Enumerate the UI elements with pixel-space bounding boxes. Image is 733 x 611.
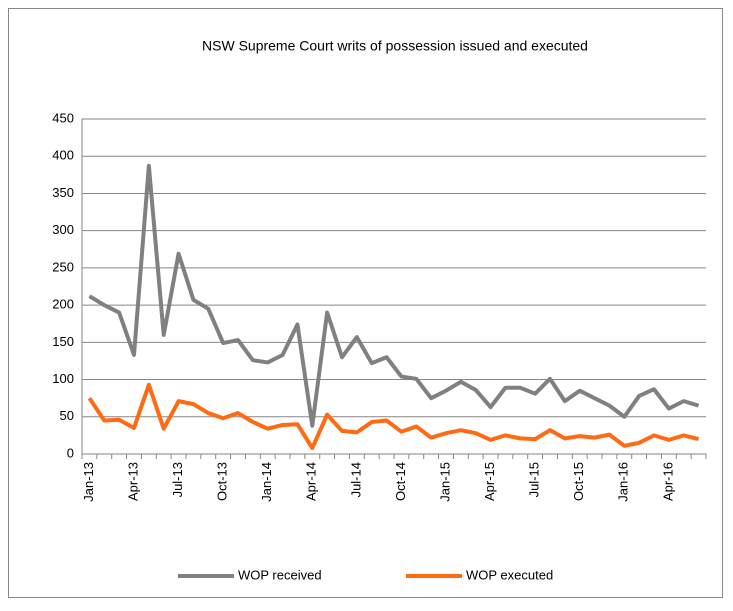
y-tick-label: 0 [67, 445, 74, 460]
y-tick-label: 150 [52, 334, 74, 349]
chart-title: NSW Supreme Court writs of possession is… [202, 38, 588, 54]
y-tick-label: 100 [52, 371, 74, 386]
x-tick-label: Jan-15 [437, 462, 452, 502]
series-line [88, 163, 700, 428]
x-tick-label: Oct-13 [215, 462, 230, 501]
y-tick-label: 350 [52, 185, 74, 200]
y-tick-label: 400 [52, 148, 74, 163]
x-tick-label: Jul-15 [527, 462, 542, 497]
x-tick-label: Apr-14 [304, 462, 319, 501]
x-tick-label: Jan-13 [81, 462, 96, 502]
y-tick-label: 50 [60, 408, 74, 423]
y-tick-label: 450 [52, 110, 74, 125]
legend-label: WOP executed [466, 567, 553, 582]
legend-label: WOP received [238, 567, 322, 582]
y-tick-label: 300 [52, 222, 74, 237]
x-tick-label: Oct-15 [571, 462, 586, 501]
x-tick-label: Apr-16 [660, 462, 675, 501]
y-tick-label: 200 [52, 297, 74, 312]
x-tick-label: Jul-13 [170, 462, 185, 497]
chart-border [8, 8, 723, 598]
x-tick-label: Apr-13 [125, 462, 140, 501]
x-tick-label: Jan-16 [616, 462, 631, 502]
series-line [87, 382, 700, 451]
x-tick-label: Jul-14 [348, 462, 363, 497]
y-tick-label: 250 [52, 259, 74, 274]
x-tick-label: Jan-14 [259, 462, 274, 502]
x-tick-label: Oct-14 [393, 462, 408, 501]
x-tick-label: Apr-15 [482, 462, 497, 501]
